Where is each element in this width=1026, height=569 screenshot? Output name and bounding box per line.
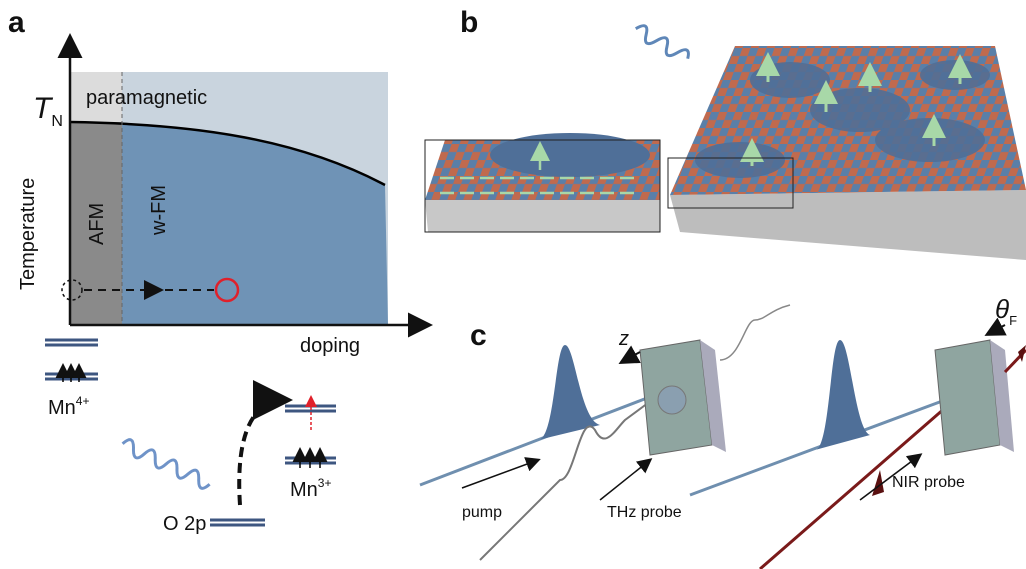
region-label: AFM (86, 203, 108, 245)
pump-pulse (538, 345, 600, 440)
light-pulse (121, 438, 211, 490)
pump-pulse (815, 340, 870, 450)
afm-region (70, 122, 122, 325)
zoom-box (667, 157, 794, 209)
nir-pulse (1018, 345, 1026, 362)
panel-label: a (8, 6, 25, 39)
axis-label: z (618, 328, 629, 350)
beam-label: NIR probe (892, 474, 965, 491)
pump-arrow (461, 457, 541, 489)
ion-main: Mn (290, 479, 318, 501)
panel-b: b (424, 6, 1026, 260)
spin-arrows (440, 141, 640, 195)
inset-frame (424, 139, 661, 233)
slab-side (670, 190, 1026, 260)
beam-label: THz probe (607, 504, 682, 521)
light-pulse (634, 24, 690, 60)
ion-sup: 4+ (76, 394, 90, 408)
nir-beam (759, 406, 946, 569)
tn-label: TN (33, 92, 63, 130)
y-axis-title: Temperature (17, 178, 39, 290)
mn3-levels (210, 404, 336, 527)
spin-arrows (740, 52, 972, 166)
orbital-label: O 2p (163, 513, 206, 535)
ion-main: Mn (48, 397, 76, 419)
sample (934, 339, 1001, 456)
axis-arrow (984, 317, 1007, 336)
angle-label: θF (995, 294, 1017, 328)
afm-top (70, 72, 122, 122)
panel-c: c z pump THz probe θF NIR probe (419, 294, 1026, 569)
thz-arrow (599, 458, 653, 501)
tn-sub: N (51, 113, 63, 130)
ion-label: Mn3+ (290, 476, 331, 501)
region-label: w-FM (148, 185, 170, 236)
thz-transmitted (719, 304, 791, 361)
end-state (214, 277, 240, 303)
thz-beam (479, 399, 653, 561)
panel-a: a TN paramagnetic Temperature AFM w-FM d… (8, 6, 433, 535)
panel-label: b (460, 6, 478, 39)
ion-sup: 3+ (318, 476, 332, 490)
ion-label: Mn4+ (48, 394, 89, 419)
angle-sub: F (1009, 313, 1017, 328)
panel-label: c (470, 319, 487, 352)
sample-side (700, 340, 726, 452)
excitation-arrow (237, 380, 293, 506)
inset-side (425, 200, 660, 232)
neel-curve (69, 120, 386, 187)
pump-beam (689, 398, 946, 497)
region-label: paramagnetic (86, 87, 207, 109)
angle-main: θ (995, 294, 1009, 324)
sample-side (990, 340, 1014, 452)
axis-arrow (618, 345, 641, 364)
x-axis-title: doping (300, 335, 360, 357)
sample-spot (657, 385, 687, 415)
spins (292, 447, 328, 468)
spins (55, 363, 87, 382)
start-state (61, 279, 83, 301)
tn-main: T (33, 92, 54, 125)
wfm-region (70, 122, 388, 325)
pump-beam (419, 393, 656, 487)
nir-arrow (859, 453, 923, 501)
beam-label: pump (462, 504, 502, 521)
